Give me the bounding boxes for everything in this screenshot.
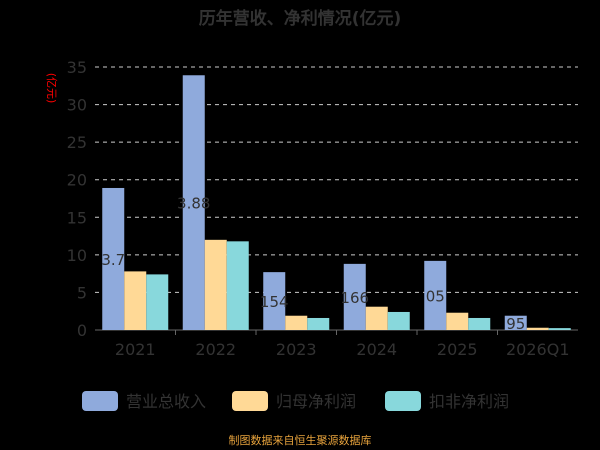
y-tick-label: 35 (67, 58, 87, 77)
x-tick-label: 2024 (356, 340, 397, 359)
bar (307, 317, 330, 330)
bar (226, 241, 249, 330)
gridlines (95, 66, 578, 331)
data-source-note: 制图数据来自恒生聚源数据库 (229, 433, 372, 447)
legend-item[interactable]: 营业总收入 (82, 391, 206, 411)
bar (526, 327, 549, 330)
bar (124, 271, 147, 330)
bar (548, 328, 571, 330)
legend-swatch (385, 391, 421, 411)
bar (204, 239, 227, 330)
data-label: 154 (260, 293, 289, 311)
y-tick-label: 0 (77, 321, 87, 340)
legend-swatch (82, 391, 118, 411)
chart-title: 历年营收、净利情况(亿元) (199, 8, 402, 29)
data-label: 95 (506, 315, 525, 333)
data-label: 3.7 (101, 251, 125, 269)
legend-label: 营业总收入 (126, 392, 206, 411)
y-tick-label: 15 (67, 208, 87, 227)
legend-label: 归母净利润 (276, 392, 356, 411)
x-tick-label: 2023 (276, 340, 317, 359)
x-tick-label: 2026Q1 (506, 340, 570, 359)
x-tick-label: 2025 (437, 340, 478, 359)
bar (365, 306, 388, 330)
data-labels: 3.7 3.88 154 166 05 95 (101, 195, 525, 333)
y-tick-label: 25 (67, 133, 87, 152)
bar (343, 263, 366, 330)
legend-label: 扣非净利润 (429, 392, 509, 411)
bar (446, 312, 469, 330)
bar (263, 272, 286, 330)
bar (424, 260, 447, 330)
bar (146, 274, 169, 330)
bar (504, 315, 527, 330)
legend-swatch (232, 391, 268, 411)
data-label: 05 (426, 287, 445, 305)
y-tick-label: 30 (67, 96, 87, 115)
bar (285, 315, 308, 330)
y-tick-label: 5 (77, 283, 87, 302)
bars (102, 75, 571, 330)
bar (468, 317, 491, 330)
legend[interactable]: 营业总收入 归母净利润 扣非净利润 (82, 391, 509, 411)
legend-item[interactable]: 归母净利润 (232, 391, 356, 411)
y-axis-label: (亿元) (45, 73, 58, 104)
bar (182, 75, 205, 330)
y-tick-label: 10 (67, 246, 87, 265)
bar (102, 187, 125, 330)
y-tick-label: 20 (67, 171, 87, 190)
legend-item[interactable]: 扣非净利润 (385, 391, 509, 411)
bar (387, 311, 410, 330)
y-axis-ticks: 0 5 10 15 20 25 30 35 (67, 58, 87, 340)
x-tick-label: 2022 (195, 340, 236, 359)
x-axis-ticks: 2021 2022 2023 2024 2025 2026Q1 (115, 330, 570, 359)
data-label: 166 (340, 289, 369, 307)
data-label: 3.88 (177, 195, 210, 213)
x-tick-label: 2021 (115, 340, 156, 359)
